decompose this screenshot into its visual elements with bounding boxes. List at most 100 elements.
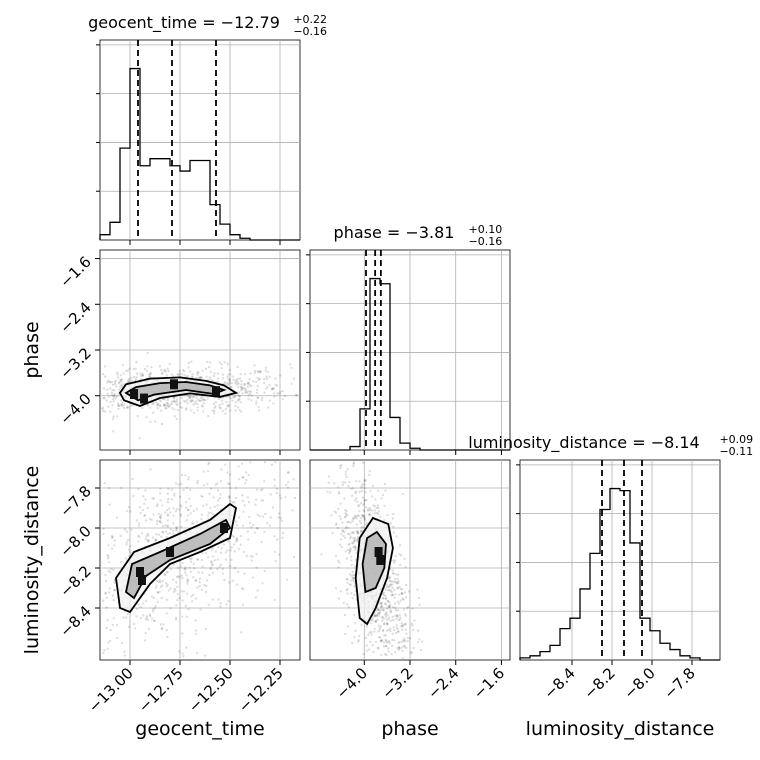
sample-point: [180, 473, 184, 477]
sample-point: [380, 602, 383, 605]
sample-point: [113, 381, 117, 384]
sample-point: [148, 517, 152, 521]
y-tick-label: −8.0: [56, 522, 94, 560]
sample-point: [189, 570, 193, 573]
sample-point: [356, 514, 360, 517]
sample-point: [398, 553, 401, 556]
sample-point: [385, 641, 389, 644]
sample-point: [404, 622, 407, 625]
sample-point: [149, 372, 152, 376]
sample-point: [400, 592, 404, 595]
sample-point: [352, 530, 355, 534]
sample-point: [269, 493, 272, 496]
sample-point: [376, 608, 380, 611]
sample-point: [350, 531, 353, 534]
sample-point: [166, 570, 169, 573]
sample-point: [368, 473, 371, 477]
sample-point: [399, 587, 402, 591]
sample-point: [213, 372, 216, 375]
sample-point: [117, 404, 120, 407]
sample-point: [130, 528, 133, 531]
sample-point: [382, 622, 386, 625]
sample-point: [395, 624, 398, 627]
title-upper-error: +0.10: [469, 223, 503, 236]
sample-point: [343, 516, 347, 519]
sample-point: [368, 508, 372, 512]
sample-point: [164, 370, 167, 373]
sample-point: [261, 488, 264, 491]
sample-point: [153, 619, 157, 622]
sample-point: [287, 480, 290, 484]
sample-point: [175, 417, 178, 420]
sample-point: [347, 606, 350, 609]
sample-point: [373, 512, 376, 515]
sample-point: [375, 511, 378, 515]
sample-point: [187, 476, 190, 479]
sample-point: [161, 504, 164, 507]
sample-point: [107, 544, 110, 547]
sample-point: [339, 517, 342, 520]
sample-point: [211, 563, 215, 567]
sample-point: [389, 609, 392, 612]
sample-point: [209, 506, 212, 509]
sample-point: [191, 600, 194, 603]
sample-point: [340, 463, 343, 467]
sample-point: [239, 386, 243, 389]
sample-point: [125, 369, 128, 373]
sample-point: [165, 401, 169, 405]
sample-point: [145, 615, 148, 618]
sample-point: [172, 590, 176, 593]
sample-point: [179, 402, 182, 405]
sample-point: [397, 641, 400, 645]
sample-point: [231, 399, 234, 402]
sample-point: [397, 573, 400, 576]
sample-point: [281, 536, 284, 539]
sample-point: [287, 471, 290, 474]
sample-point: [363, 519, 367, 522]
sample-point: [101, 409, 105, 413]
sample-point: [112, 415, 115, 418]
sample-point: [404, 628, 407, 631]
sample-point: [256, 376, 259, 380]
sample-point: [171, 530, 175, 533]
sample-point: [216, 504, 219, 507]
sample-point: [360, 489, 364, 493]
sample-point: [192, 509, 195, 513]
sample-point: [166, 404, 169, 407]
sample-point: [135, 607, 139, 610]
sample-point: [144, 599, 148, 603]
sample-point: [238, 394, 241, 398]
sample-point: [164, 369, 167, 372]
sample-point: [373, 614, 376, 618]
y-tick-label: −2.4: [56, 298, 94, 336]
sample-point: [123, 403, 126, 406]
sample-point: [210, 378, 213, 381]
sample-point: [137, 524, 141, 527]
sample-point: [345, 577, 348, 581]
sample-point: [208, 376, 211, 379]
sample-point: [281, 531, 285, 535]
sample-point: [101, 407, 104, 411]
sample-point: [344, 632, 347, 636]
sample-point: [112, 430, 115, 433]
sample-point: [256, 527, 259, 530]
x-tick-label: −12.50: [185, 664, 237, 716]
sample-point: [159, 405, 162, 408]
sample-point: [128, 367, 131, 370]
sample-point: [210, 511, 213, 515]
sample-point: [186, 402, 189, 405]
sample-point: [181, 576, 184, 580]
sample-point: [195, 400, 198, 403]
sample-point: [184, 566, 187, 569]
sample-point: [125, 541, 128, 544]
sample-point: [171, 407, 174, 410]
histogram-panel-phase: phase = −3.81 +0.10−0.16: [306, 223, 511, 451]
sample-point: [206, 469, 210, 473]
sample-point: [245, 478, 248, 482]
sample-point: [247, 397, 250, 401]
sample-point: [239, 543, 242, 546]
sample-point: [224, 382, 227, 386]
sample-point: [164, 406, 167, 410]
sample-point: [358, 480, 361, 483]
sample-point: [228, 496, 231, 500]
